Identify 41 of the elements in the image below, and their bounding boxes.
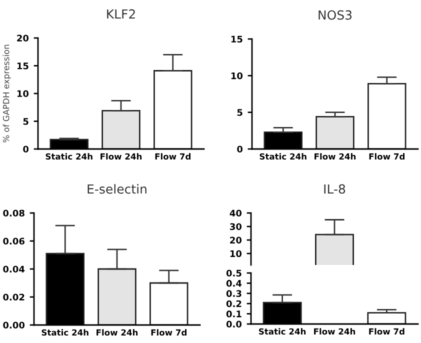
y-tick-label: 0 xyxy=(237,146,243,153)
y-tick-label: 0.08 xyxy=(3,210,24,217)
y-tick-label: 30 xyxy=(230,223,242,230)
y-tick-label: 0.04 xyxy=(3,266,25,273)
y-tick-label: 0.5 xyxy=(226,270,242,277)
y-axis-title: % of GAPDH expression xyxy=(2,44,11,142)
y-tick-label: 0.4 xyxy=(226,280,242,287)
y-tick-label: 0.02 xyxy=(3,294,24,301)
x-tick-label: Flow 24h xyxy=(100,153,142,160)
y-tick-label: 20 xyxy=(17,34,29,42)
x-tick-label: Flow 7d xyxy=(155,153,190,160)
y-tick-label: 40 xyxy=(230,210,242,217)
x-tick-label: Flow 7d xyxy=(369,328,404,335)
y-tick-label: 5 xyxy=(23,118,28,125)
x-tick-label: Flow 7d xyxy=(369,153,404,160)
y-tick-label: 0 xyxy=(23,146,29,153)
x-tick-label: Flow 24h xyxy=(314,153,356,160)
y-tick-label: 0.06 xyxy=(3,238,24,245)
y-tick-label: 0.0 xyxy=(226,320,242,328)
x-tick-label: Static 24h xyxy=(259,328,306,335)
chart-title: E-selectin xyxy=(88,184,146,194)
y-tick-label: 0.3 xyxy=(226,290,242,297)
y-tick-label: 10 xyxy=(17,90,29,98)
x-tick-label: Static 24h xyxy=(46,153,92,160)
x-tick-label: Flow 24h xyxy=(96,329,138,336)
y-tick-label: 15 xyxy=(231,36,242,43)
y-tick-label: 0.1 xyxy=(226,310,242,318)
chart-title: IL-8 xyxy=(324,184,346,194)
y-tick-label: 10 xyxy=(230,250,242,258)
x-tick-label: Static 24h xyxy=(260,153,306,160)
chart-title: NOS3 xyxy=(318,10,352,20)
x-tick-label: Static 24h xyxy=(42,329,88,336)
y-tick-label: 5 xyxy=(237,109,242,116)
y-tick-label: 10 xyxy=(231,72,243,80)
x-tick-label: Flow 7d xyxy=(151,329,186,336)
y-tick-label: 20 xyxy=(230,236,242,244)
chart-title: KLF2 xyxy=(107,9,135,19)
x-tick-label: Flow 24h xyxy=(314,328,356,335)
y-tick-label: 0.2 xyxy=(226,300,242,308)
y-tick-label: 0.00 xyxy=(3,322,25,329)
y-tick-label: 15 xyxy=(17,62,28,70)
